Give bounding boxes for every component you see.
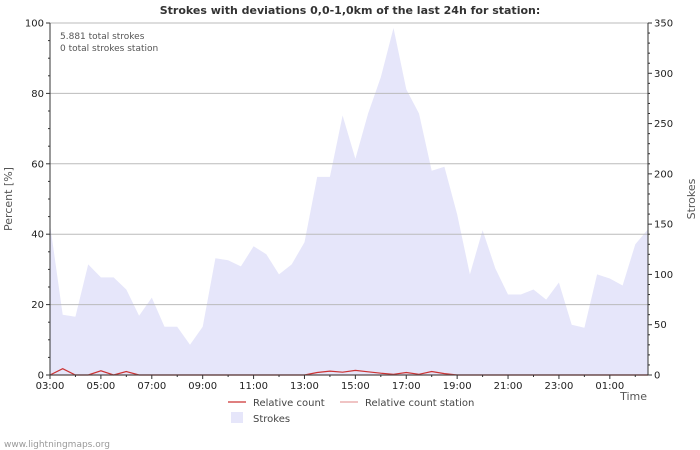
annotation-total-strokes-station: 0 total strokes station — [60, 44, 158, 54]
y-right-tick-label-50: 50 — [654, 320, 667, 331]
x-tick-label-10: 23:00 — [545, 381, 574, 392]
y-left-tick-label-100: 100 — [25, 19, 44, 30]
annotation-total-strokes: 5.881 total strokes — [60, 32, 145, 42]
y-right-tick-label-150: 150 — [654, 220, 673, 231]
y-right-tick-label-100: 100 — [654, 270, 673, 281]
y-right-tick-label-350: 350 — [654, 19, 673, 30]
x-tick-label-11: 01:00 — [595, 381, 624, 392]
x-tick-label-1: 05:00 — [86, 381, 115, 392]
axes: 03:00 05:00 07:00 09:00 11:00 13:00 15:00 17:00… — [25, 19, 673, 393]
x-tick-label-0: 03:00 — [36, 381, 65, 392]
y-right-tick-label-200: 200 — [654, 169, 673, 180]
x-tick-label-5: 13:00 — [290, 381, 319, 392]
y-left-tick-label-0: 0 — [38, 371, 44, 382]
y-left-tick-label-40: 40 — [31, 230, 44, 241]
y-left-tick-label-80: 80 — [31, 89, 44, 100]
x-tick-label-6: 15:00 — [341, 381, 370, 392]
y-axis-left-title: Percent [%] — [2, 167, 15, 231]
legend-label-relative-count: Relative count — [253, 398, 325, 409]
y-right-tick-label-250: 250 — [654, 119, 673, 130]
x-tick-label-7: 17:00 — [392, 381, 421, 392]
x-axis-title: Time — [619, 390, 647, 403]
legend-label-relative-count-station: Relative count station — [365, 398, 474, 409]
x-tick-label-8: 19:00 — [443, 381, 472, 392]
legend: Relative count Relative count station St… — [228, 398, 474, 425]
footer-credit: www.lightningmaps.org — [4, 440, 110, 450]
strokes-area-layer — [50, 28, 648, 375]
x-tick-label-4: 11:00 — [239, 381, 268, 392]
y-axis-right-title: Strokes — [685, 178, 698, 219]
legend-label-strokes: Strokes — [253, 414, 290, 425]
series-strokes-area — [50, 28, 648, 375]
x-tick-label-2: 07:00 — [137, 381, 166, 392]
x-tick-label-3: 09:00 — [188, 381, 217, 392]
legend-swatch-strokes — [231, 412, 243, 423]
y-left-tick-label-60: 60 — [31, 159, 44, 170]
x-tick-label-9: 21:00 — [494, 381, 523, 392]
y-right-tick-label-300: 300 — [654, 69, 673, 80]
chart-title: Strokes with deviations 0,0-1,0km of the… — [160, 4, 541, 17]
y-left-tick-label-20: 20 — [31, 300, 44, 311]
y-right-tick-label-0: 0 — [654, 371, 660, 382]
